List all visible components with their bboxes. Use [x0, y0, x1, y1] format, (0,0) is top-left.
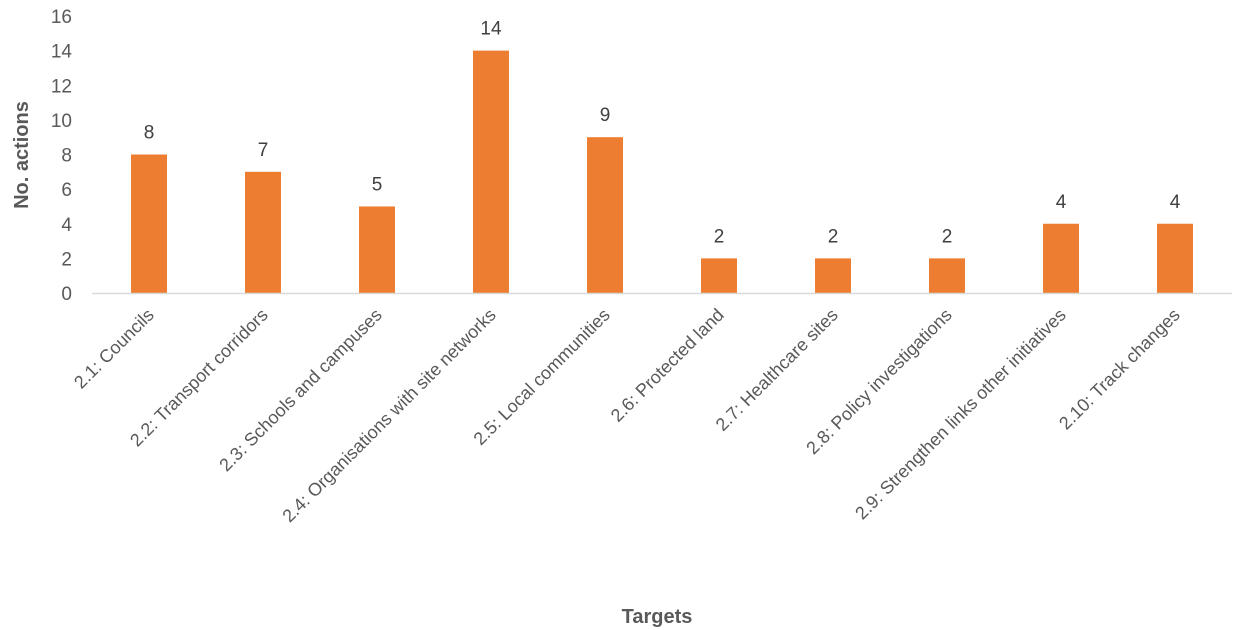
y-tick-label: 2	[61, 249, 72, 270]
data-labels: 8 7 5 14 9 2 2 2 4 4	[144, 19, 1181, 248]
data-label: 2	[942, 226, 953, 247]
category-label: 2.4: Organisations with site networks	[278, 305, 499, 526]
bar	[1157, 223, 1193, 293]
data-label: 4	[1056, 192, 1067, 213]
bar	[587, 137, 623, 293]
y-tick-label: 0	[61, 284, 72, 305]
bar	[359, 206, 395, 293]
y-tick-label: 16	[51, 7, 72, 28]
y-tick-label: 8	[61, 146, 72, 167]
data-label: 2	[828, 226, 839, 247]
data-label: 7	[258, 140, 269, 161]
bar	[1043, 223, 1079, 293]
category-label: 2.10: Track changes	[1055, 305, 1184, 434]
y-tick-label: 10	[51, 111, 72, 132]
y-tick-label: 12	[51, 76, 72, 97]
y-axis-title: No. actions	[11, 101, 33, 209]
bar	[131, 154, 167, 293]
data-label: 14	[480, 19, 502, 40]
bar	[815, 258, 851, 293]
bar	[245, 171, 281, 293]
bar	[929, 258, 965, 293]
data-label: 2	[714, 226, 725, 247]
data-label: 9	[600, 105, 611, 126]
category-label: 2.6: Protected land	[607, 305, 728, 426]
bars	[131, 50, 1193, 293]
category-label: 2.7: Healthcare sites	[712, 305, 842, 435]
y-axis-ticks: 0 2 4 6 8 10 12 14 16	[51, 7, 73, 305]
y-tick-label: 14	[51, 42, 73, 63]
category-label: 2.9: Strengthen links other initiatives	[851, 305, 1070, 524]
data-label: 4	[1170, 192, 1181, 213]
category-label: 2.1: Councils	[70, 305, 158, 393]
y-tick-label: 4	[61, 215, 72, 236]
data-label: 8	[144, 123, 155, 144]
x-axis-title: Targets	[622, 606, 693, 628]
y-tick-label: 6	[61, 180, 72, 201]
bar	[701, 258, 737, 293]
bar	[473, 50, 509, 293]
data-label: 5	[372, 174, 383, 195]
